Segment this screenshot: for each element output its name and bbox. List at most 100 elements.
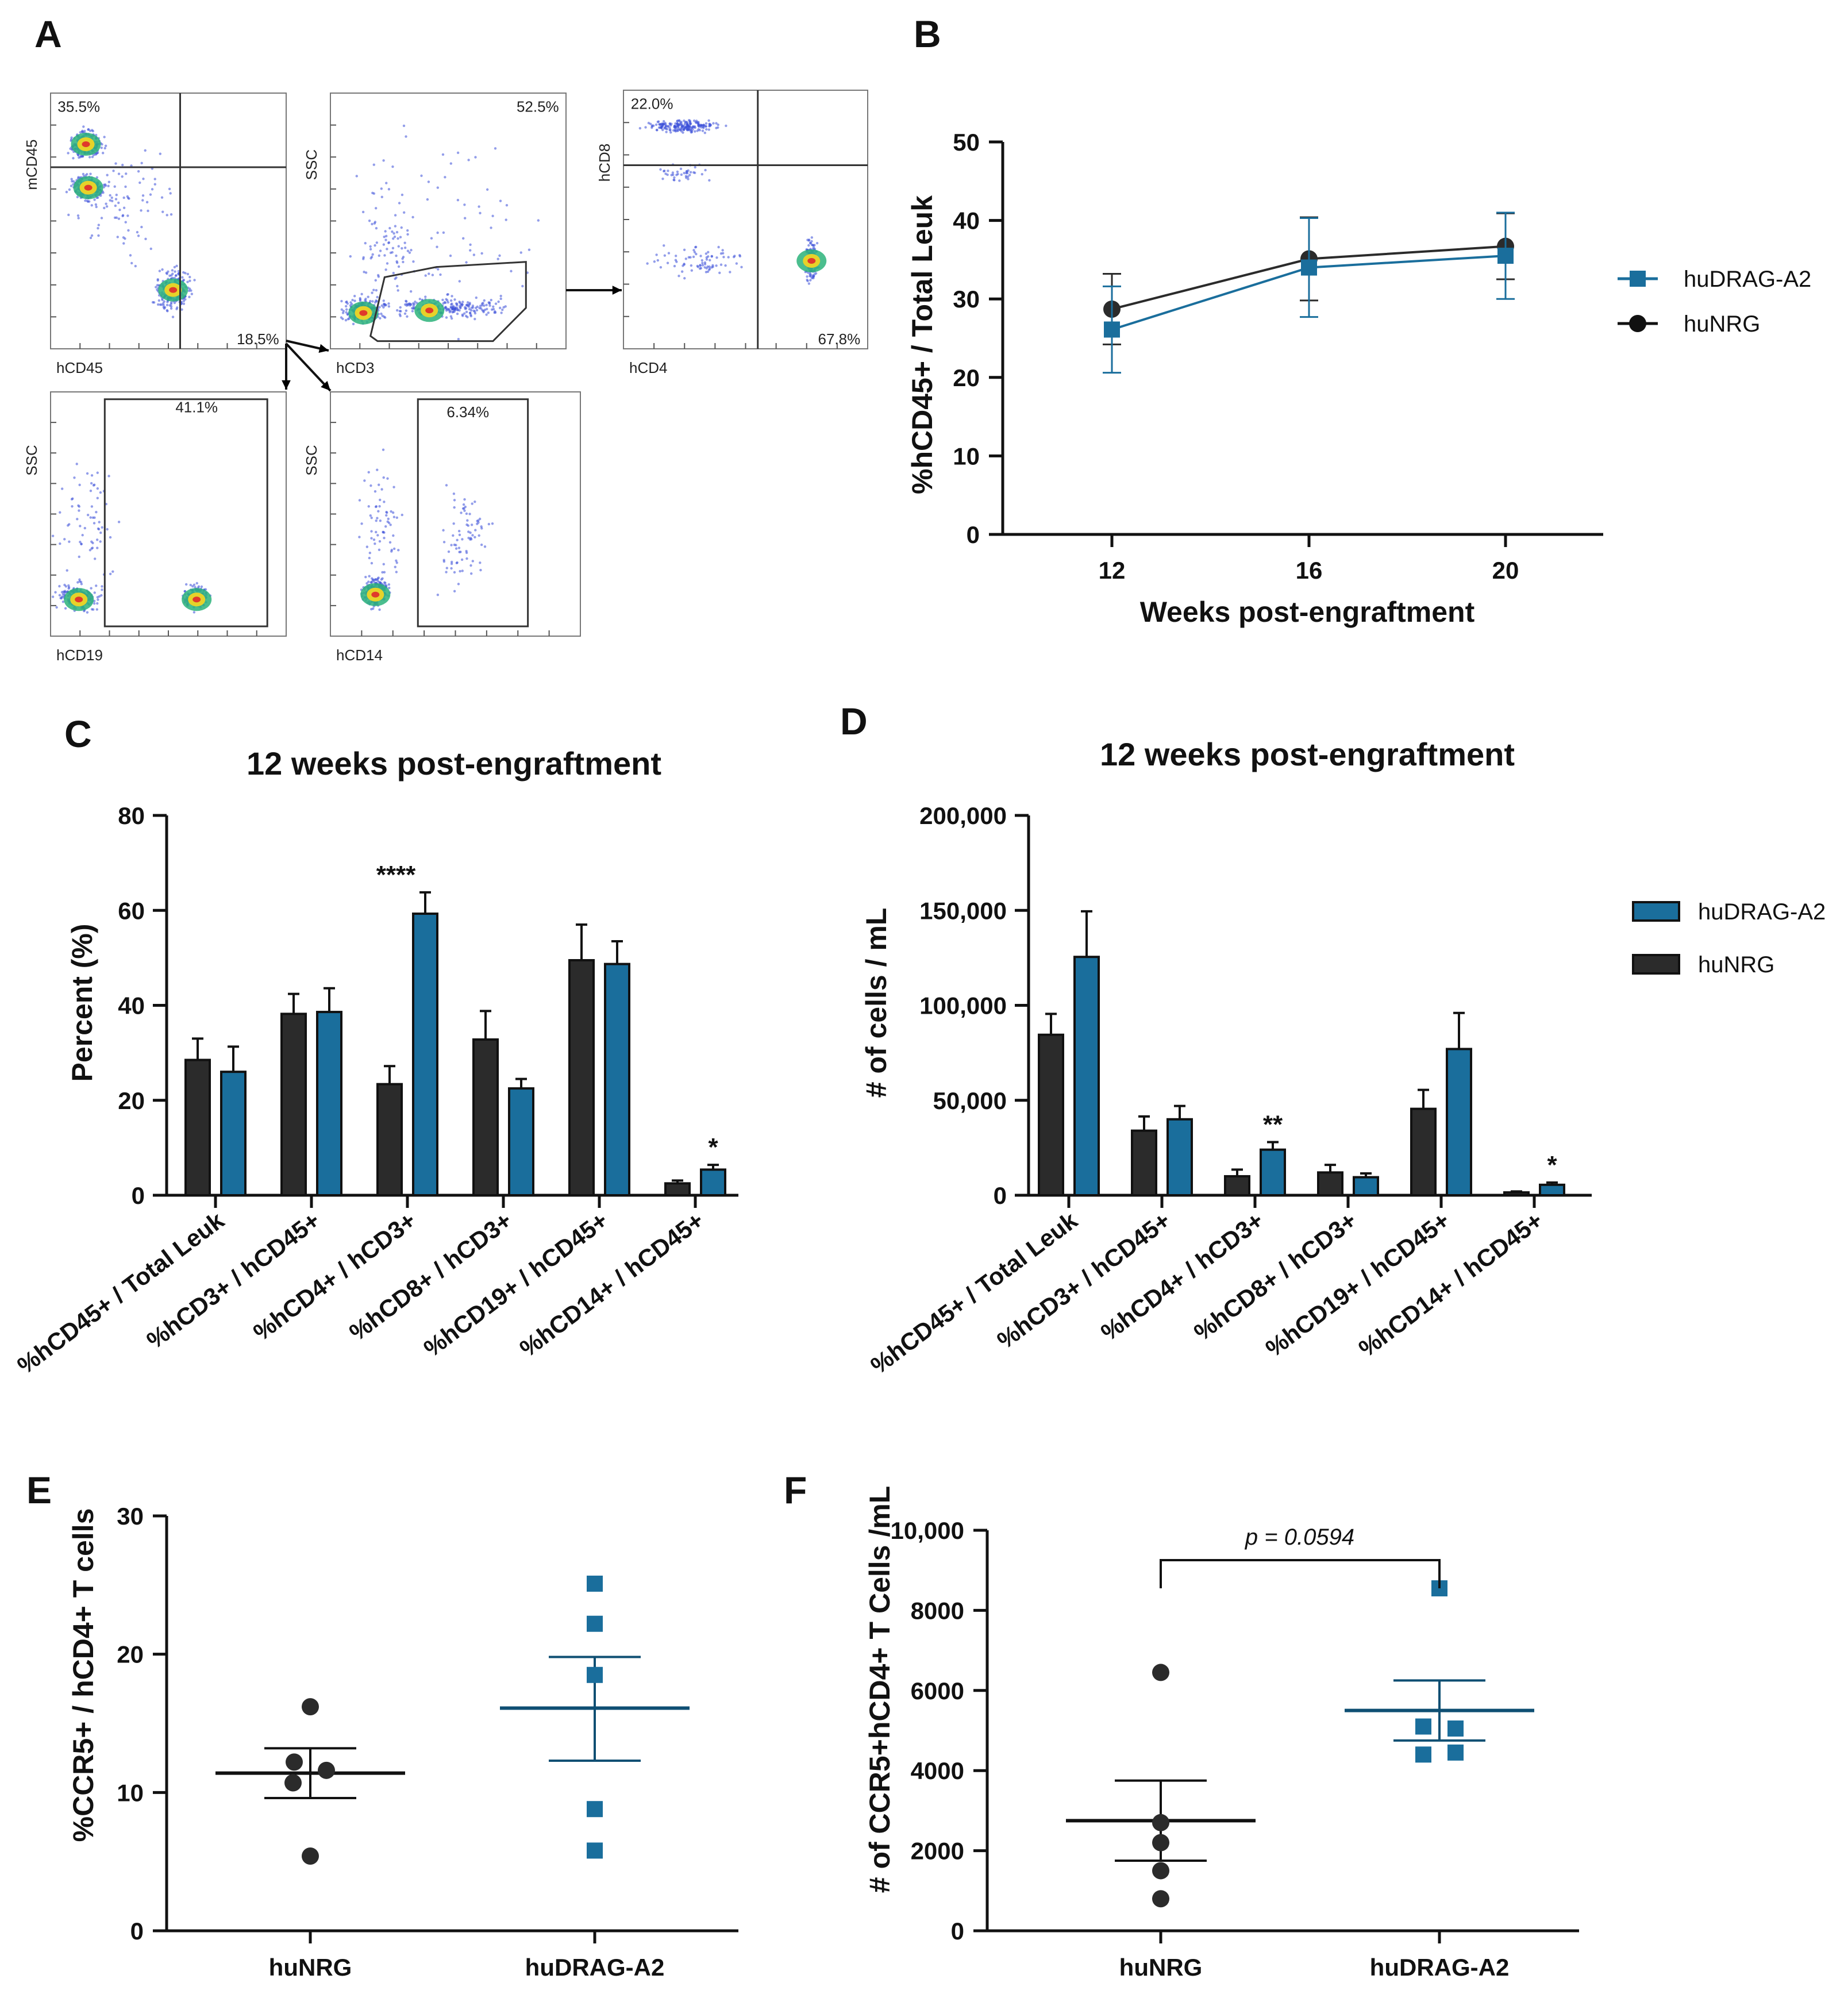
flow-event-dot	[392, 515, 396, 518]
x-tick-label: %hCD3+ / hCD45+	[141, 1207, 325, 1354]
flow-event-dot	[103, 136, 106, 138]
flow-event-dot	[510, 270, 513, 273]
flow-event-dot	[374, 490, 377, 493]
flow-event-dot	[117, 172, 121, 175]
flow-event-dot	[388, 226, 391, 230]
flow-event-dot	[371, 222, 374, 226]
flow-event-dot	[349, 301, 352, 304]
flow-event-dot	[95, 538, 99, 541]
data-point-hudrag-a2	[1301, 259, 1317, 276]
flow-event-dot	[141, 194, 145, 197]
flow-event-dot	[690, 130, 694, 134]
flow-event-dot	[729, 271, 732, 274]
flow-event-dot	[707, 255, 710, 258]
flow-event-dot	[502, 306, 505, 309]
flow-event-dot	[89, 236, 93, 240]
flow-event-dot	[704, 271, 708, 274]
flow-event-dot	[376, 295, 379, 299]
flow-event-dot	[666, 261, 669, 264]
flow-event-dot	[692, 119, 696, 122]
flow-event-dot	[77, 217, 80, 220]
flow-event-dot	[459, 306, 462, 309]
flow-event-dot	[86, 513, 90, 517]
flow-event-dot	[186, 272, 190, 276]
flow-event-dot	[89, 489, 93, 492]
flow-event-dot	[200, 585, 203, 588]
flow-event-dot	[348, 317, 351, 320]
flow-event-dot	[431, 274, 434, 276]
flow-event-dot	[704, 122, 708, 125]
flow-event-dot	[463, 507, 465, 510]
flow-event-dot	[181, 276, 184, 279]
flow-event-dot	[165, 309, 168, 312]
flow-event-dot	[168, 304, 171, 307]
flow-event-dot	[494, 302, 498, 305]
y-tick-label: 40	[953, 207, 980, 234]
flow-event-dot	[480, 527, 483, 530]
flow-event-dot	[161, 302, 165, 305]
flow-event-dot	[381, 314, 384, 317]
flow-event-dot	[176, 306, 179, 309]
flow-event-dot	[406, 229, 409, 232]
flow-event-dot	[684, 120, 688, 124]
flow-event-dot	[478, 534, 480, 537]
flow-event-dot	[707, 268, 711, 271]
flow-event-dot	[707, 119, 710, 122]
flow-event-dot	[130, 261, 133, 265]
bar-hunrg	[1131, 1129, 1157, 1197]
flow-event-dot	[342, 310, 345, 313]
flow-event-dot	[664, 125, 668, 128]
x-tick-label: 16	[1296, 557, 1323, 584]
flow-event-dot	[701, 129, 704, 132]
flow-event-dot	[100, 146, 103, 149]
panel-f-ylabel: # of CCR5+hCD4+ T Cells /mL	[864, 1486, 896, 1893]
bar-hudrag-a2	[412, 913, 438, 1196]
flow-event-dot	[95, 584, 98, 587]
y-tick-label: 0	[951, 1918, 964, 1945]
flow-event-dot	[469, 249, 472, 252]
flow-event-dot	[369, 245, 372, 248]
gating-arrows	[282, 286, 622, 392]
flow-event-dot	[392, 486, 395, 488]
flow-event-dot	[101, 588, 103, 591]
flow-event-dot	[395, 260, 398, 263]
flow-event-dot	[683, 248, 686, 251]
flow-event-dot	[406, 249, 410, 252]
flow-event-dot	[453, 506, 456, 509]
flow-event-dot	[463, 498, 466, 501]
x-tick-label: huNRG	[269, 1954, 352, 1981]
flow-event-dot	[371, 253, 374, 256]
flow-event-dot	[815, 241, 819, 245]
flow-event-dot	[679, 167, 683, 171]
flow-y-label: mCD45	[23, 140, 40, 190]
flow-event-dot	[170, 213, 173, 216]
flow-event-dot	[360, 292, 363, 296]
flow-event-dot	[371, 577, 374, 580]
flow-event-dot	[65, 190, 68, 194]
flow-event-dot	[73, 476, 76, 479]
flow-event-dot	[127, 229, 130, 232]
flow-event-dot	[122, 242, 125, 245]
flow-event-dot	[661, 128, 664, 132]
flow-event-dot	[382, 243, 386, 246]
legend-label-d-0: huDRAG-A2	[1698, 899, 1826, 925]
flow-density-peak	[371, 591, 380, 598]
flow-event-dot	[673, 125, 677, 128]
flow-event-dot	[364, 575, 367, 579]
flow-event-dot	[188, 275, 191, 279]
flow-event-dot	[474, 306, 478, 310]
flow-event-dot	[468, 307, 471, 311]
flow-event-dot	[192, 611, 196, 614]
flow-event-dot	[412, 260, 415, 263]
flow-event-dot	[184, 583, 188, 586]
flow-event-dot	[149, 193, 152, 196]
flow-event-dot	[392, 272, 395, 275]
flow-event-dot	[380, 187, 383, 190]
flow-event-dot	[486, 188, 489, 191]
flow-event-dot	[158, 270, 161, 272]
flow-event-dot	[703, 131, 707, 134]
flow-event-dot	[480, 252, 483, 255]
flow-event-dot	[385, 510, 388, 514]
flow-event-dot	[84, 174, 87, 177]
flow-event-dot	[404, 247, 407, 249]
